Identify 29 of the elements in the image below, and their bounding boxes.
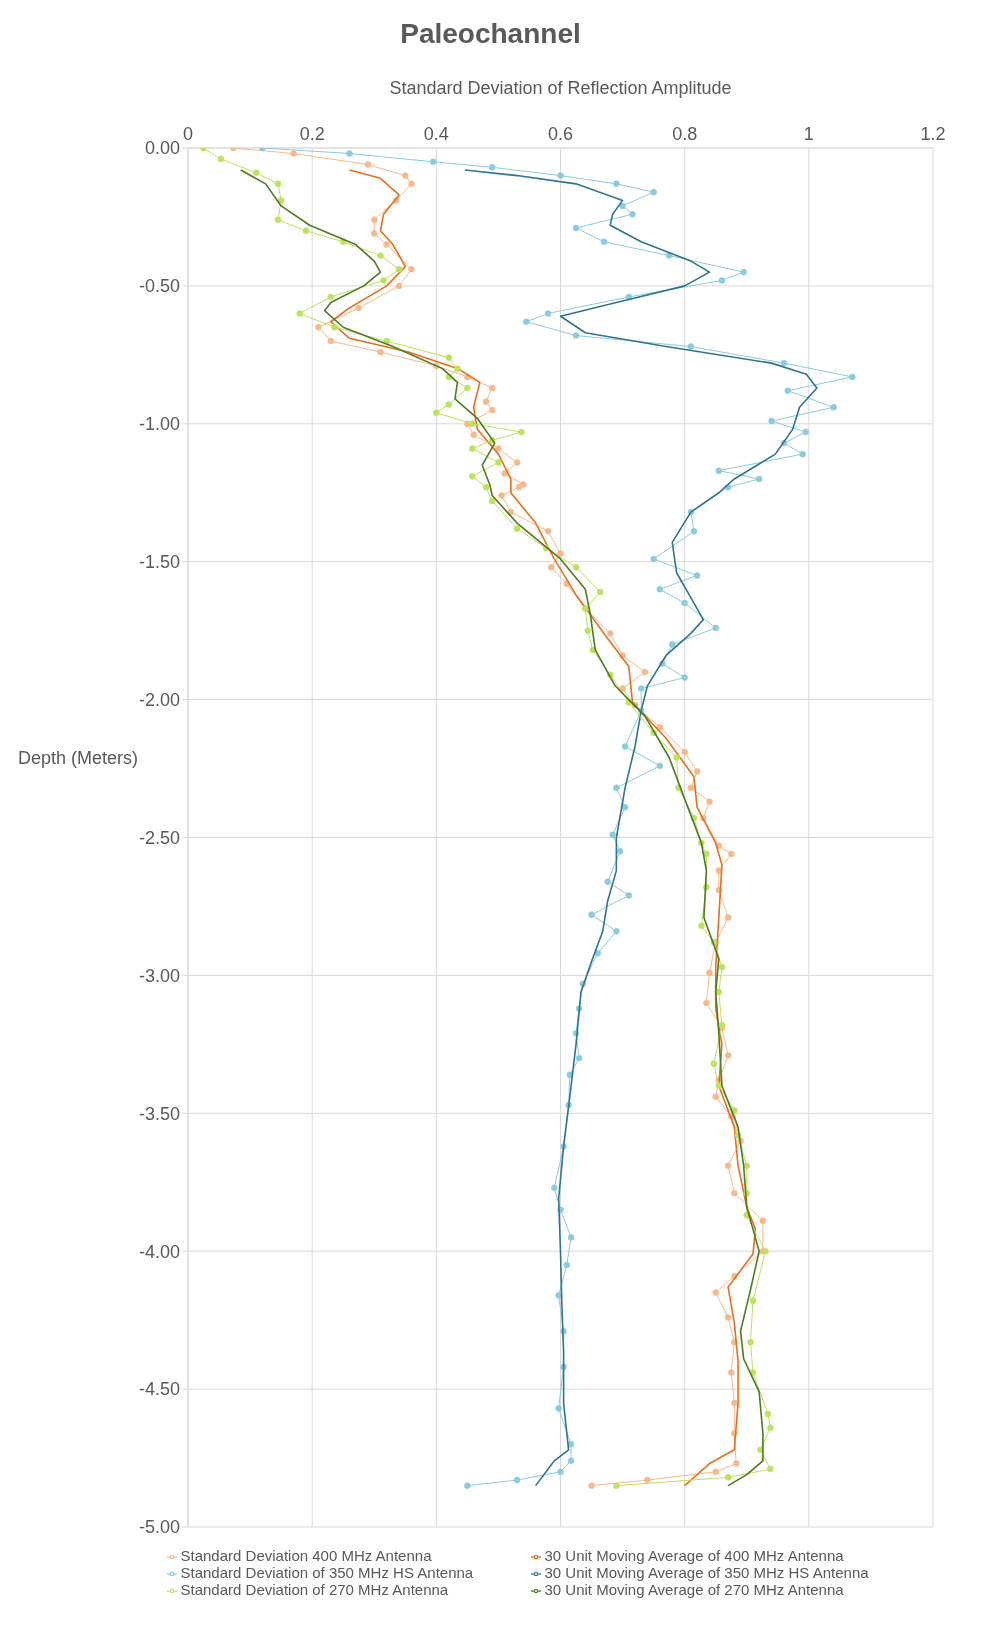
chart-title: Paleochannel <box>399 18 582 50</box>
legend-label: Standard Deviation 400 MHz Antenna <box>180 1547 433 1564</box>
x-tick-label: 0.8 <box>672 124 698 144</box>
y-tick-label: -0.50 <box>138 276 180 297</box>
y-tick-label: -3.00 <box>138 965 180 986</box>
y-tick-label: -2.00 <box>138 689 180 710</box>
x-tick-label: 0.6 <box>547 124 574 144</box>
line-series <box>464 169 818 1487</box>
x-tick-label: 1 <box>803 124 814 144</box>
x-tick-label: 0.2 <box>299 124 325 144</box>
y-axis-title: Depth (Meters) <box>18 748 139 769</box>
line-series <box>329 169 757 1487</box>
legend-label: Standard Deviation of 350 MHz HS Antenna <box>180 1564 475 1581</box>
legend-label: 30 Unit Moving Average of 270 MHz Antenna <box>544 1581 845 1598</box>
legend-label: 30 Unit Moving Average of 400 MHz Antenna <box>544 1547 845 1564</box>
x-axis-title: Standard Deviation of Reflection Amplitude <box>388 78 733 99</box>
x-tick-label: 0.4 <box>423 124 449 144</box>
y-tick-label: -4.50 <box>138 1379 180 1400</box>
x-tick-label: 0 <box>182 124 194 144</box>
legend-label: 30 Unit Moving Average of 350 MHz HS Antenna <box>544 1564 870 1581</box>
y-tick-label: -1.00 <box>138 414 180 435</box>
y-tick-label: -2.50 <box>138 827 180 848</box>
y-tick-label: -3.50 <box>138 1103 180 1124</box>
y-tick-label: 0.00 <box>144 138 180 159</box>
legend-label: Standard Deviation of 270 MHz Antenna <box>180 1581 450 1598</box>
y-tick-label: -4.00 <box>138 1241 180 1262</box>
y-tick-label: -1.50 <box>138 552 180 573</box>
y-tick-label: -5.00 <box>138 1517 180 1538</box>
x-tick-label: 1.2 <box>920 124 946 144</box>
